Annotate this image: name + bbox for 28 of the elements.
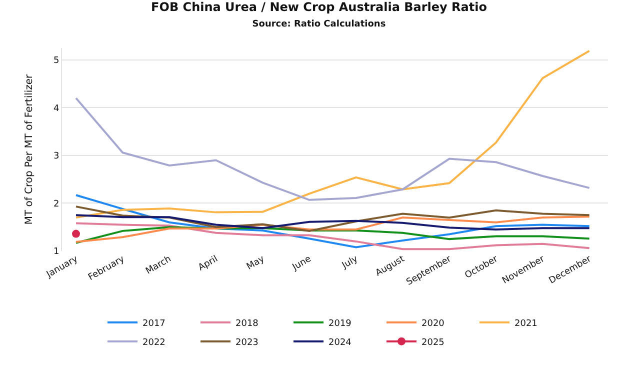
line-series <box>75 222 590 250</box>
x-tick-label: May <box>245 254 267 272</box>
y-tick-label: 5 <box>53 56 60 66</box>
legend-label: 2022 <box>142 338 166 348</box>
legend-label: 2025 <box>422 338 444 348</box>
line-series <box>75 226 590 244</box>
chart-title: FOB China Urea / New Crop Australia Barley Ratio <box>151 0 487 14</box>
x-tick-label: July <box>340 254 360 272</box>
legend-label: 2024 <box>328 338 352 348</box>
y-tick-label: 2 <box>53 199 60 210</box>
line-series <box>75 194 590 248</box>
line-series <box>75 214 590 231</box>
y-tick-label: 1 <box>53 247 60 258</box>
line-series <box>75 206 590 232</box>
y-tick-label: 3 <box>53 152 60 162</box>
y-axis-title: MT of Crop Per MT of Fertilizer <box>24 73 35 225</box>
legend-label: 2020 <box>422 318 445 329</box>
line-series <box>75 216 590 243</box>
legend-label: 2018 <box>236 318 259 329</box>
legend-label: 2021 <box>514 318 538 329</box>
legend-label: 2017 <box>142 318 166 329</box>
legend-label: 2019 <box>328 318 352 329</box>
x-tick-label: June <box>290 254 314 274</box>
y-tick-label: 4 <box>53 104 60 114</box>
chart-subtitle: Source: Ratio Calculations <box>252 20 386 30</box>
line-series <box>75 97 590 201</box>
legend-label: 2023 <box>236 338 258 348</box>
line-series <box>75 50 590 219</box>
